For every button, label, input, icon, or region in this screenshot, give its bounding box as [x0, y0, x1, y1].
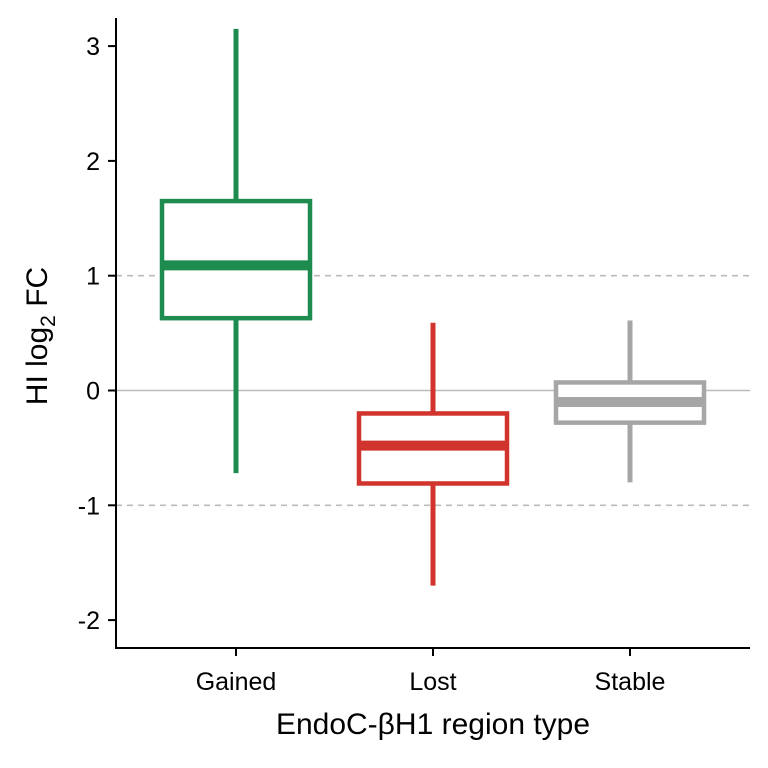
y-axis-title-suffix: FC: [21, 267, 54, 315]
y-tick-label: -2: [78, 607, 100, 635]
y-axis-ticks: -2 -1 0 1 2 3: [78, 33, 116, 635]
axes: -2 -1 0 1 2 3 Gained Lost Stable: [78, 18, 750, 696]
box-gained: [159, 28, 313, 474]
x-tick-label-gained: Gained: [196, 668, 277, 696]
y-axis-title: HI log2 FC: [21, 267, 60, 405]
y-tick-label: -1: [78, 492, 100, 520]
x-tick-label-stable: Stable: [595, 668, 666, 696]
y-tick-label: 0: [86, 378, 100, 406]
box-lost: [356, 322, 510, 586]
y-tick-label: 1: [86, 263, 100, 291]
y-axis-title-subscript: 2: [37, 315, 60, 327]
y-tick-label: 2: [86, 148, 100, 176]
interquartile-box: [159, 198, 313, 321]
box-series: [159, 28, 707, 586]
y-axis-title-main: HI log: [21, 327, 54, 405]
y-tick-label: 3: [86, 33, 100, 61]
x-axis-title: EndoC-βH1 region type: [276, 708, 590, 741]
box-stable: [553, 320, 707, 483]
x-axis-ticks: Gained Lost Stable: [196, 648, 666, 696]
x-tick-label-lost: Lost: [409, 668, 456, 696]
